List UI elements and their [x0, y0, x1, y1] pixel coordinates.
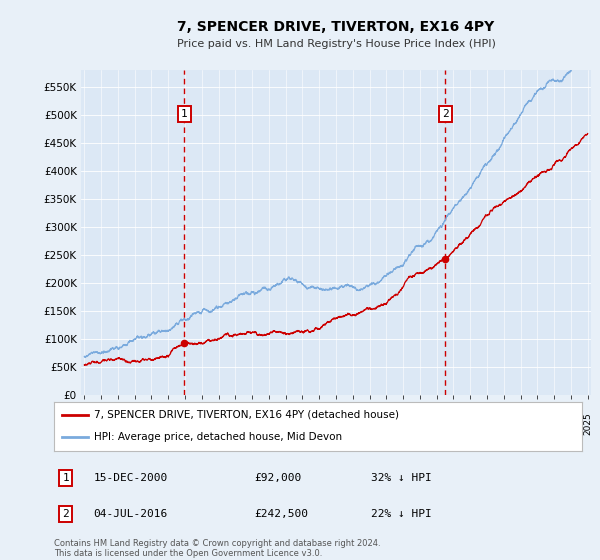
Text: 2002: 2002: [197, 413, 206, 436]
Text: 2: 2: [442, 109, 448, 119]
Text: 2009: 2009: [315, 413, 324, 436]
Text: 2010: 2010: [331, 413, 341, 436]
Point: [440, 254, 450, 264]
Text: 15-DEC-2000: 15-DEC-2000: [94, 473, 168, 483]
Text: 1996: 1996: [97, 413, 106, 436]
Text: 2008: 2008: [298, 413, 307, 436]
Text: 1: 1: [181, 109, 188, 119]
Text: 2017: 2017: [449, 413, 458, 436]
Text: 7, SPENCER DRIVE, TIVERTON, EX16 4PY: 7, SPENCER DRIVE, TIVERTON, EX16 4PY: [178, 20, 494, 34]
Text: 1: 1: [62, 473, 69, 483]
Text: 2001: 2001: [181, 413, 190, 436]
Text: 22% ↓ HPI: 22% ↓ HPI: [371, 509, 431, 519]
Text: 2: 2: [62, 509, 69, 519]
Text: 1997: 1997: [113, 413, 122, 436]
Text: 2006: 2006: [265, 413, 274, 436]
Text: Price paid vs. HM Land Registry's House Price Index (HPI): Price paid vs. HM Land Registry's House …: [176, 39, 496, 49]
Text: 2005: 2005: [248, 413, 257, 436]
Text: 1995: 1995: [80, 413, 89, 436]
Text: 2007: 2007: [281, 413, 290, 436]
Text: £92,000: £92,000: [254, 473, 302, 483]
Text: Contains HM Land Registry data © Crown copyright and database right 2024.
This d: Contains HM Land Registry data © Crown c…: [54, 539, 380, 558]
Text: 2014: 2014: [398, 413, 407, 436]
Text: 1999: 1999: [147, 413, 156, 436]
Text: 04-JUL-2016: 04-JUL-2016: [94, 509, 168, 519]
Text: 2012: 2012: [365, 413, 374, 436]
Text: 2023: 2023: [550, 413, 559, 436]
Text: 2011: 2011: [348, 413, 357, 436]
Text: 2000: 2000: [164, 413, 173, 436]
Text: 2021: 2021: [516, 413, 525, 436]
Point: [179, 339, 189, 348]
Text: 2022: 2022: [533, 413, 542, 435]
Text: 7, SPENCER DRIVE, TIVERTON, EX16 4PY (detached house): 7, SPENCER DRIVE, TIVERTON, EX16 4PY (de…: [94, 410, 398, 420]
Text: £242,500: £242,500: [254, 509, 308, 519]
Text: 1998: 1998: [130, 413, 139, 436]
Text: 2024: 2024: [566, 413, 575, 435]
Text: HPI: Average price, detached house, Mid Devon: HPI: Average price, detached house, Mid …: [94, 432, 342, 442]
Text: 2019: 2019: [482, 413, 491, 436]
Text: 2025: 2025: [583, 413, 592, 436]
Text: 2018: 2018: [466, 413, 475, 436]
Text: 2013: 2013: [382, 413, 391, 436]
Text: 2016: 2016: [432, 413, 441, 436]
Text: 32% ↓ HPI: 32% ↓ HPI: [371, 473, 431, 483]
Text: 2020: 2020: [499, 413, 508, 436]
Text: 2003: 2003: [214, 413, 223, 436]
Text: 2015: 2015: [415, 413, 424, 436]
Text: 2004: 2004: [231, 413, 240, 436]
